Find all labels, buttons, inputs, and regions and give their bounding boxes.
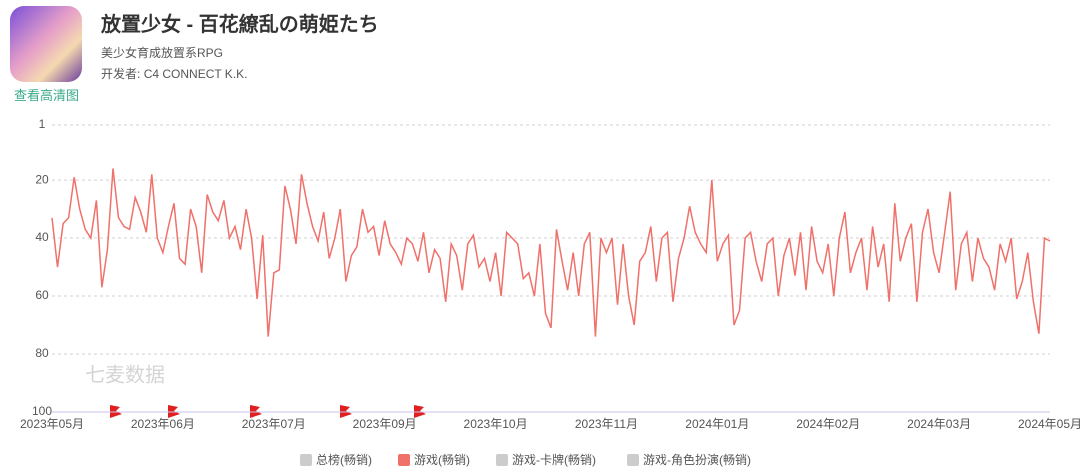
icon-link[interactable]: 查看高清图 bbox=[14, 88, 80, 103]
legend-label: 游戏-角色扮演(畅销) bbox=[643, 452, 751, 467]
x-tick-label: 2023年09月 bbox=[353, 417, 417, 431]
x-tick-label: 2023年07月 bbox=[242, 417, 306, 431]
legend-swatch bbox=[496, 454, 508, 466]
x-tick-label: 2024年02月 bbox=[796, 417, 860, 431]
y-tick-label: 60 bbox=[35, 288, 49, 302]
y-tick-label: 40 bbox=[35, 230, 49, 244]
legend-item[interactable]: 游戏-卡牌(畅销) bbox=[496, 453, 596, 467]
x-tick-label: 2023年06月 bbox=[131, 417, 195, 431]
legend-swatch bbox=[300, 454, 312, 466]
legend-label: 总榜(畅销) bbox=[316, 452, 372, 467]
app-subtitle: 美少女育成放置系RPG bbox=[101, 46, 224, 60]
x-tick-label: 2023年10月 bbox=[464, 417, 528, 431]
legend-item[interactable]: 游戏-角色扮演(畅销) bbox=[627, 452, 751, 467]
x-tick-label: 2023年05月 bbox=[20, 417, 84, 431]
legend-item[interactable]: 游戏(畅销) bbox=[398, 453, 470, 467]
app-header: 查看高清图 放置少女 - 百花繚乱の萌姫たち 美少女育成放置系RPG 开发者: … bbox=[0, 0, 1080, 110]
developer: 开发者: C4 CONNECT K.K. bbox=[101, 65, 248, 82]
app-title: 放置少女 - 百花繚乱の萌姫たち bbox=[101, 14, 379, 36]
developer-name: C4 CONNECT K.K. bbox=[143, 67, 248, 81]
legend-item[interactable]: 总榜(畅销) bbox=[300, 452, 372, 467]
app-icon[interactable] bbox=[10, 6, 82, 82]
y-tick-label: 20 bbox=[35, 172, 49, 186]
y-tick-label: 80 bbox=[35, 346, 49, 360]
x-tick-label: 2024年05月 bbox=[1018, 417, 1080, 431]
y-tick-label: 100 bbox=[32, 404, 52, 418]
legend-swatch bbox=[627, 454, 639, 466]
x-tick-label: 2023年11月 bbox=[575, 417, 638, 431]
legend-label: 游戏-卡牌(畅销) bbox=[512, 453, 596, 467]
watermark: 七麦数据 bbox=[85, 363, 165, 386]
legend-label: 游戏(畅销) bbox=[414, 453, 470, 467]
x-tick-label: 2024年01月 bbox=[685, 417, 749, 431]
x-tick-label: 2024年03月 bbox=[907, 417, 971, 431]
legend-swatch bbox=[398, 454, 410, 466]
y-tick-label: 1 bbox=[39, 117, 46, 131]
developer-label: 开发者: bbox=[101, 67, 141, 81]
line-series bbox=[51, 168, 1051, 337]
